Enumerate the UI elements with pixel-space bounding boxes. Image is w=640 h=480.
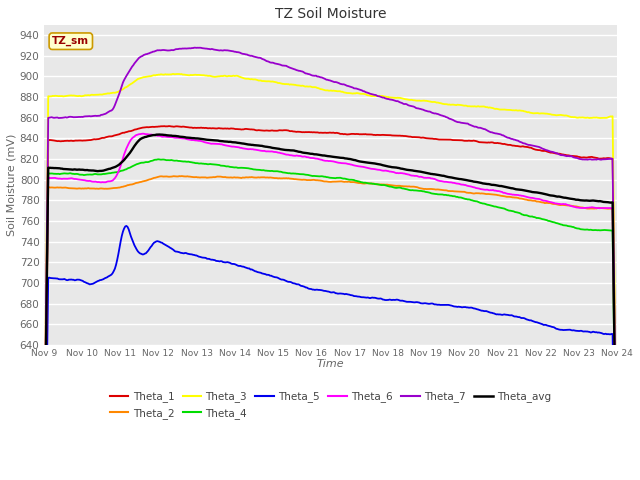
Theta_2 [351,180,359,185]
Theta_1 [511,143,519,149]
Line: Theta_4: Theta_4 [44,159,617,480]
Theta_2 [601,205,609,211]
Theta_1 [317,130,324,135]
Theta_3 [317,86,324,92]
Theta_3 [314,85,321,91]
Theta_6 [382,168,390,174]
Theta_6 [601,205,609,211]
Theta_7 [511,137,519,143]
Theta_6 [511,192,519,198]
Theta_6 [139,131,147,137]
Theta_1 [165,123,173,129]
Theta_2 [382,182,390,188]
Theta_7 [190,45,198,50]
Theta_avg [156,132,164,137]
Theta_3 [170,71,177,77]
Y-axis label: Soil Moisture (mV): Soil Moisture (mV) [7,133,17,236]
Text: TZ_sm: TZ_sm [52,36,90,47]
Theta_4 [317,173,324,179]
Theta_2 [178,173,186,179]
Theta_4 [601,227,609,233]
Theta_avg [601,199,609,205]
Theta_4 [351,178,359,183]
Theta_avg [314,152,321,157]
Theta_4 [511,209,519,215]
Title: TZ Soil Moisture: TZ Soil Moisture [275,7,386,21]
Theta_avg [382,163,390,169]
Theta_3 [511,108,519,113]
Theta_avg [317,152,324,158]
Theta_7 [351,85,359,91]
Theta_5 [122,223,130,229]
Theta_4 [155,156,163,162]
Theta_6 [351,163,359,168]
Theta_avg [511,186,519,192]
Theta_5 [351,293,359,299]
Theta_avg [351,157,359,163]
Theta_5 [382,297,390,303]
Theta_6 [314,156,321,162]
Theta_1 [382,132,390,138]
Theta_5 [601,331,609,337]
Line: Theta_avg: Theta_avg [44,134,617,480]
Theta_1 [351,131,359,137]
X-axis label: Time: Time [317,360,344,369]
Theta_2 [317,178,324,183]
Theta_3 [601,115,609,121]
Theta_7 [314,73,321,79]
Line: Theta_2: Theta_2 [44,176,617,480]
Theta_7 [382,96,390,101]
Theta_7 [601,156,609,162]
Line: Theta_3: Theta_3 [44,74,617,480]
Theta_6 [317,157,324,163]
Theta_5 [511,313,519,319]
Line: Theta_7: Theta_7 [44,48,617,480]
Theta_5 [317,287,324,293]
Theta_7 [317,74,324,80]
Theta_2 [314,177,321,183]
Theta_3 [382,94,390,100]
Line: Theta_6: Theta_6 [44,134,617,480]
Legend: Theta_1, Theta_2, Theta_3, Theta_4, Theta_5, Theta_6, Theta_7, Theta_avg: Theta_1, Theta_2, Theta_3, Theta_4, Thet… [109,392,551,419]
Theta_1 [314,130,321,135]
Theta_5 [314,287,321,292]
Theta_4 [314,173,321,179]
Line: Theta_5: Theta_5 [44,226,617,480]
Theta_2 [511,195,519,201]
Theta_3 [351,91,359,96]
Line: Theta_1: Theta_1 [44,126,617,480]
Theta_1 [601,156,609,161]
Theta_4 [382,183,390,189]
